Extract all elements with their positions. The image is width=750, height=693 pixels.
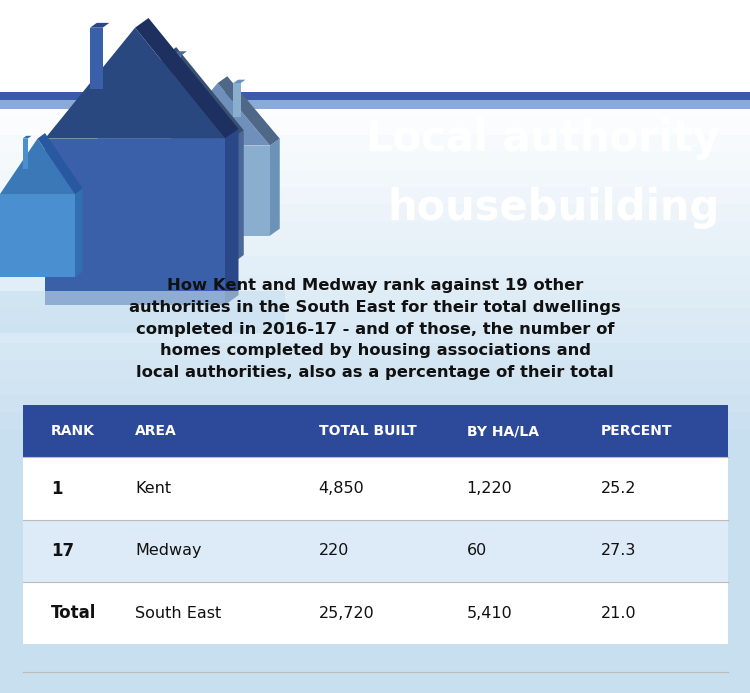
FancyBboxPatch shape: [0, 239, 750, 256]
Text: 4,850: 4,850: [319, 481, 364, 496]
FancyBboxPatch shape: [0, 83, 750, 100]
Text: Kent: Kent: [135, 481, 172, 496]
Polygon shape: [0, 194, 75, 277]
FancyBboxPatch shape: [0, 0, 750, 83]
Polygon shape: [22, 136, 32, 139]
Polygon shape: [45, 28, 225, 139]
Polygon shape: [98, 55, 232, 139]
Polygon shape: [232, 130, 244, 263]
FancyBboxPatch shape: [22, 582, 728, 644]
Polygon shape: [90, 28, 103, 89]
Text: Medway: Medway: [135, 543, 202, 559]
FancyBboxPatch shape: [0, 291, 750, 308]
FancyBboxPatch shape: [0, 291, 285, 333]
FancyBboxPatch shape: [0, 204, 750, 222]
FancyBboxPatch shape: [0, 92, 750, 100]
FancyBboxPatch shape: [0, 187, 750, 204]
Polygon shape: [165, 146, 270, 236]
Polygon shape: [38, 133, 82, 194]
Text: PERCENT: PERCENT: [601, 424, 672, 439]
Polygon shape: [165, 83, 270, 146]
Polygon shape: [75, 188, 82, 277]
FancyBboxPatch shape: [0, 100, 750, 109]
FancyBboxPatch shape: [22, 405, 728, 457]
FancyBboxPatch shape: [22, 520, 728, 582]
Text: housebuilding: housebuilding: [388, 187, 720, 229]
Polygon shape: [90, 23, 110, 28]
FancyBboxPatch shape: [0, 412, 750, 430]
FancyBboxPatch shape: [22, 457, 728, 520]
Text: 1: 1: [51, 480, 62, 498]
Polygon shape: [135, 18, 238, 139]
Polygon shape: [172, 55, 182, 101]
Polygon shape: [22, 139, 28, 169]
FancyBboxPatch shape: [0, 430, 750, 693]
Polygon shape: [165, 47, 244, 139]
FancyBboxPatch shape: [0, 395, 750, 412]
Text: South East: South East: [135, 606, 221, 621]
FancyBboxPatch shape: [0, 170, 750, 187]
Polygon shape: [45, 139, 225, 305]
Text: 17: 17: [51, 542, 74, 560]
Polygon shape: [0, 139, 75, 194]
Polygon shape: [98, 139, 232, 263]
Text: 60: 60: [466, 543, 487, 559]
FancyBboxPatch shape: [0, 378, 750, 395]
FancyBboxPatch shape: [0, 326, 750, 343]
Text: BY HA/LA: BY HA/LA: [466, 424, 538, 439]
FancyBboxPatch shape: [0, 222, 750, 239]
Polygon shape: [270, 139, 280, 236]
Polygon shape: [225, 129, 238, 305]
Text: How Kent and Medway rank against 19 other
authorities in the South East for thei: How Kent and Medway rank against 19 othe…: [129, 279, 621, 380]
Text: AREA: AREA: [135, 424, 177, 439]
Polygon shape: [217, 76, 280, 146]
Text: TOTAL BUILT: TOTAL BUILT: [319, 424, 416, 439]
Polygon shape: [172, 51, 187, 55]
FancyBboxPatch shape: [0, 135, 750, 152]
Polygon shape: [233, 83, 241, 117]
Text: 25.2: 25.2: [601, 481, 636, 496]
FancyBboxPatch shape: [0, 256, 750, 274]
Text: 21.0: 21.0: [601, 606, 636, 621]
FancyBboxPatch shape: [0, 360, 750, 378]
Text: 25,720: 25,720: [319, 606, 374, 621]
FancyBboxPatch shape: [0, 152, 750, 170]
Text: 27.3: 27.3: [601, 543, 636, 559]
FancyBboxPatch shape: [0, 274, 750, 291]
FancyBboxPatch shape: [0, 100, 750, 118]
Text: 1,220: 1,220: [466, 481, 512, 496]
FancyBboxPatch shape: [0, 308, 750, 326]
Text: 220: 220: [319, 543, 349, 559]
Text: RANK: RANK: [51, 424, 94, 439]
FancyBboxPatch shape: [0, 118, 750, 135]
Text: Local authority: Local authority: [366, 118, 720, 159]
Text: 5,410: 5,410: [466, 606, 512, 621]
FancyBboxPatch shape: [0, 343, 750, 360]
Text: Total: Total: [51, 604, 96, 622]
Polygon shape: [233, 80, 245, 83]
